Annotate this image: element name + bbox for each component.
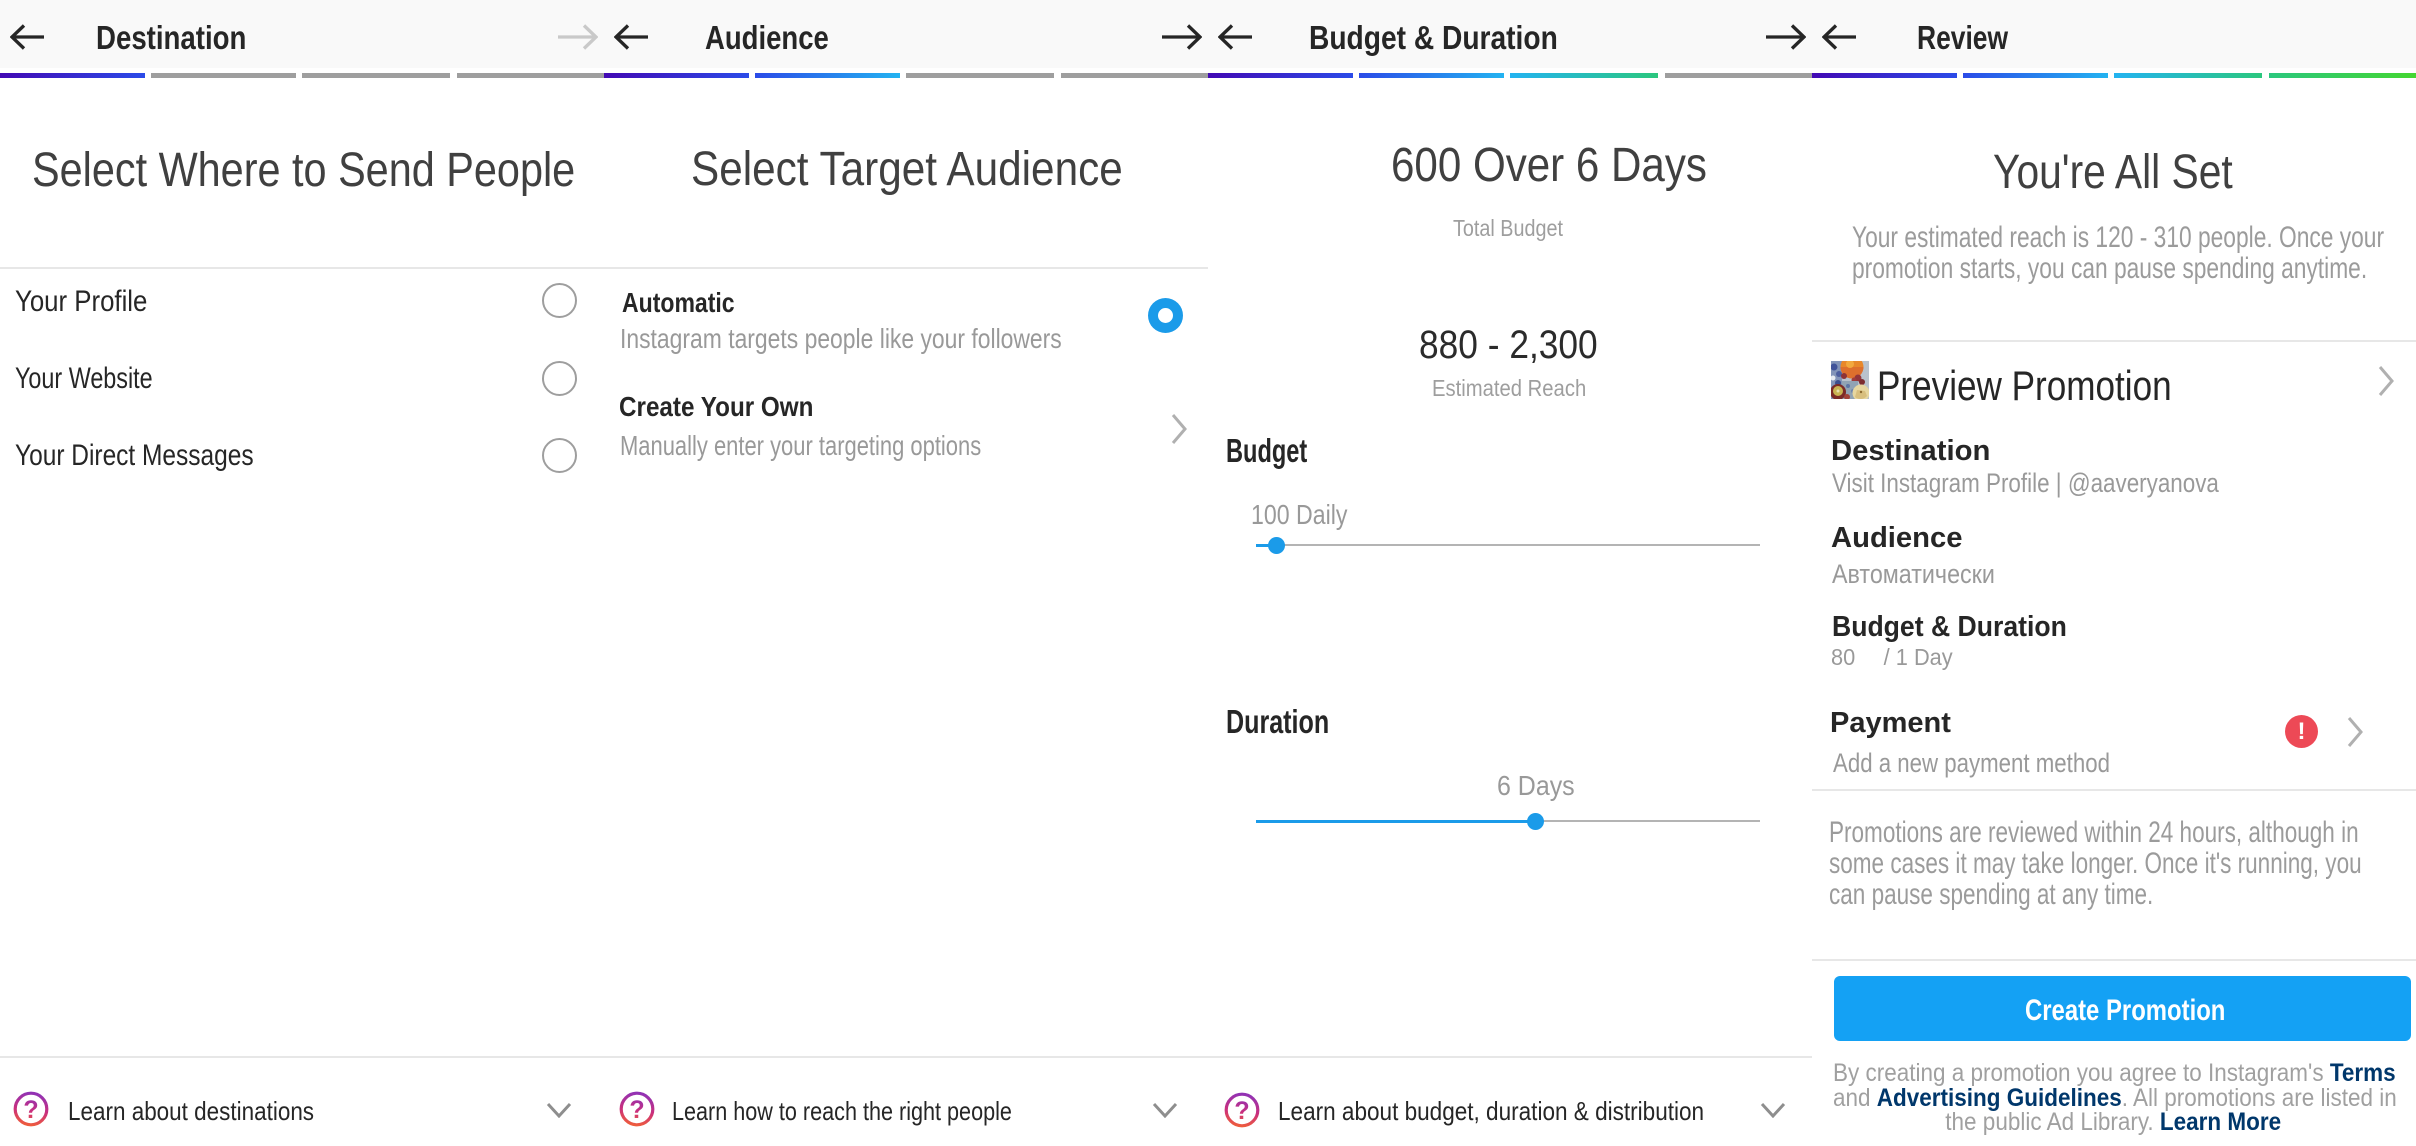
svg-text:?: ?	[23, 1096, 38, 1124]
svg-text:?: ?	[1234, 1097, 1249, 1125]
svg-text:?: ?	[629, 1096, 644, 1124]
